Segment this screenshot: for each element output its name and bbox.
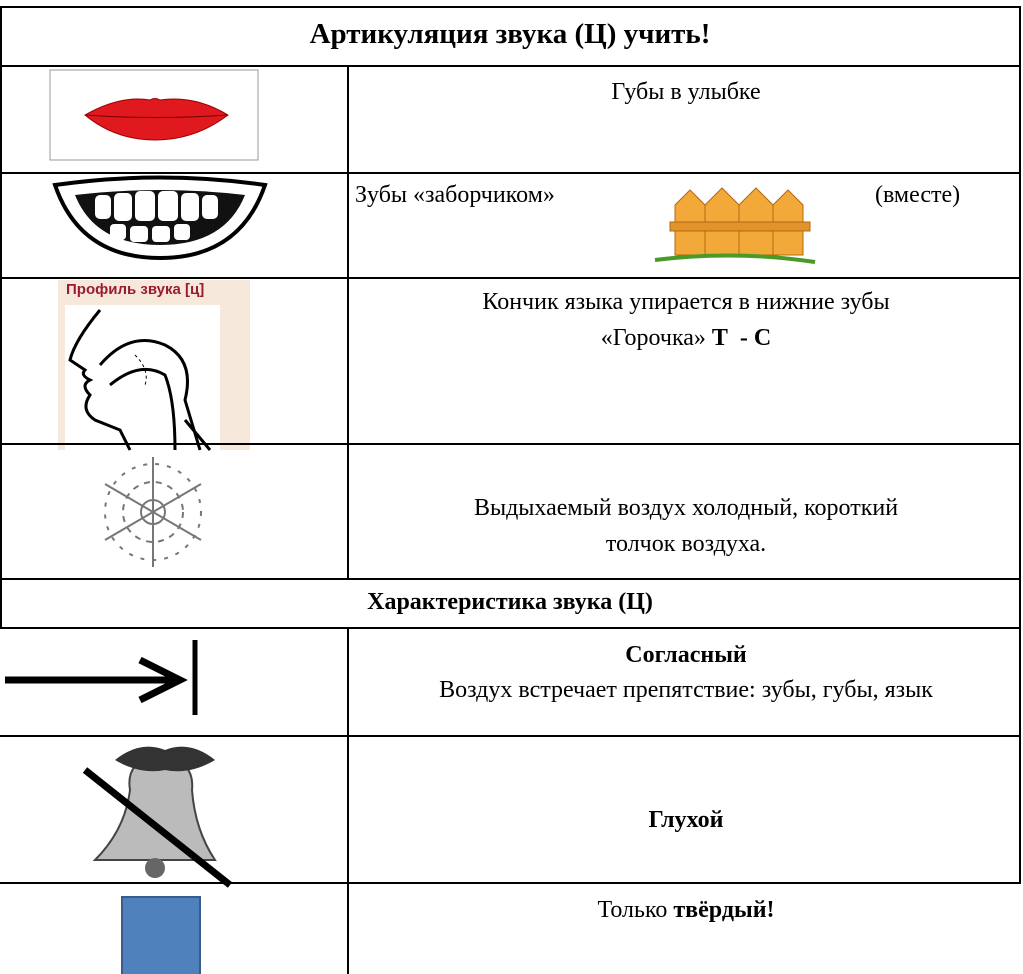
cell-text: Кончик языка упирается в нижние зубы [482, 289, 890, 315]
rule [0, 882, 1021, 884]
cell-text: Выдыхаемый воздух холодный, короткий [473, 495, 899, 521]
cell-text: толчок воздуха. [605, 531, 767, 557]
rule [0, 578, 1021, 580]
rule [0, 277, 1021, 279]
cell-bold: Глухой [648, 807, 724, 833]
blue-square [121, 896, 201, 974]
cell-text: «Горочка» Т - С [601, 324, 772, 352]
cell-note: (вместе) [875, 182, 961, 208]
image-label: Профиль звука [ц] [66, 281, 205, 298]
rule [0, 6, 2, 627]
section-title: Характеристика звука (Ц) [367, 589, 653, 615]
rule [347, 65, 349, 578]
teeth [95, 191, 218, 242]
rule [0, 172, 1021, 174]
profile-face [68, 309, 132, 451]
lips [84, 98, 229, 141]
bold-text: твёрдый! [673, 897, 775, 923]
bell [82, 746, 233, 888]
title: Артикуляция звука (Ц) учить! [309, 18, 711, 50]
rule [0, 443, 1021, 445]
rule [0, 735, 1021, 737]
snowflake [104, 457, 202, 567]
cell-text: Воздух встречает препятствие: зубы, губы… [439, 677, 933, 703]
cell-bold: Согласный [625, 642, 747, 668]
cell-text: Губы в улыбке [611, 79, 761, 105]
rule [0, 65, 1021, 67]
cell-text: Только твёрдый! [597, 896, 774, 924]
fence [654, 187, 816, 264]
cell-text: Зубы «заборчиком» [355, 182, 555, 208]
rule [0, 627, 1021, 629]
rule [347, 627, 349, 974]
bold-text: Т - С [711, 325, 772, 351]
rule [0, 6, 1021, 8]
rule [1019, 6, 1021, 884]
text: Только [597, 897, 668, 923]
text: «Горочка» [600, 325, 706, 351]
